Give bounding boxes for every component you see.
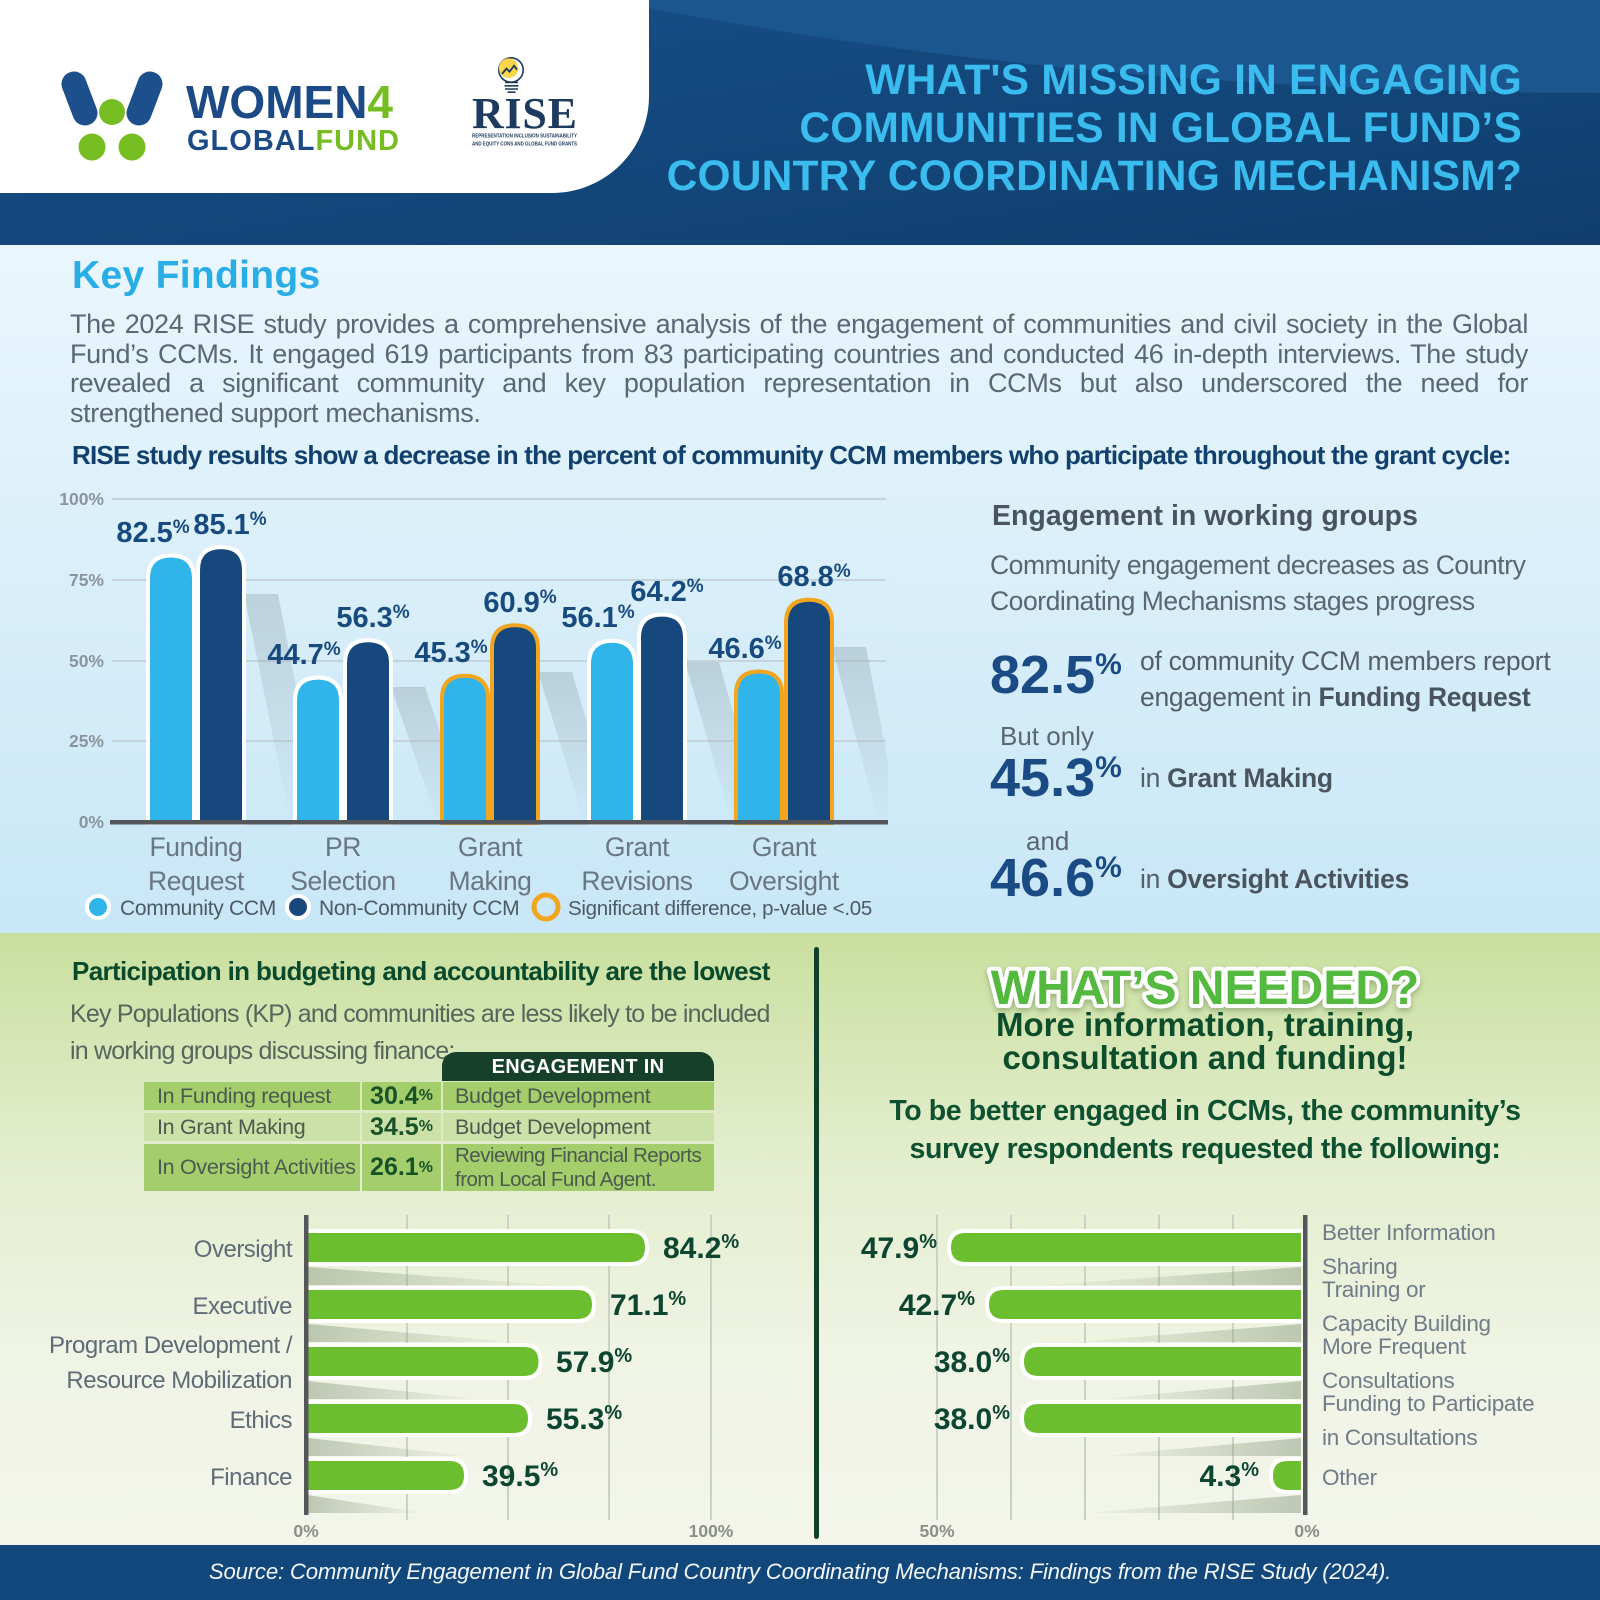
svg-text:100%: 100% [59,489,104,509]
svg-text:82.5%: 82.5% [116,517,189,549]
svg-text:AND EQUITY CONS AND GLOBAL FUN: AND EQUITY CONS AND GLOBAL FUND GRANTS [472,142,577,148]
svg-text:More Frequent: More Frequent [1322,1334,1467,1359]
svg-text:39.5%: 39.5% [482,1459,558,1493]
svg-text:38.0%: 38.0% [934,1345,1010,1379]
svg-text:Community CCM: Community CCM [120,897,276,920]
svg-text:0%: 0% [293,1521,319,1540]
svg-text:Grant: Grant [605,832,670,862]
svg-text:Executive: Executive [192,1293,292,1320]
svg-text:Selection: Selection [290,866,395,896]
svg-text:RISE: RISE [472,89,578,138]
svg-text:REPRESENTATION INCLUSION SUSTA: REPRESENTATION INCLUSION SUSTAINABILITY [472,134,577,140]
svg-text:46.6%: 46.6% [708,633,781,665]
svg-text:56.1%: 56.1% [561,602,634,634]
svg-text:Significant difference, p-valu: Significant difference, p-value <.05 [568,897,872,920]
svg-text:38.0%: 38.0% [934,1402,1010,1436]
svg-text:44.7%: 44.7% [267,639,340,671]
svg-text:55.3%: 55.3% [546,1402,622,1436]
svg-text:Resource Mobilization: Resource Mobilization [66,1367,292,1394]
svg-text:Making: Making [448,866,531,896]
svg-text:Funding: Funding [150,832,243,862]
svg-text:Capacity Building: Capacity Building [1322,1311,1491,1336]
svg-text:64.2%: 64.2% [630,576,703,608]
svg-text:Ethics: Ethics [230,1407,293,1434]
svg-text:0%: 0% [1294,1521,1320,1540]
svg-text:50%: 50% [919,1521,954,1540]
svg-text:Training or: Training or [1322,1277,1426,1302]
svg-text:Oversight: Oversight [729,866,840,896]
svg-text:Program Development /: Program Development / [49,1332,293,1359]
svg-text:Grant: Grant [752,832,817,862]
svg-text:Non-Community CCM: Non-Community CCM [319,897,519,920]
svg-text:60.9%: 60.9% [483,587,556,619]
svg-text:85.1%: 85.1% [193,509,266,541]
svg-text:42.7%: 42.7% [899,1288,975,1322]
svg-text:45.3%: 45.3% [414,637,487,669]
svg-text:WHAT’S NEEDED?: WHAT’S NEEDED? [991,962,1419,1015]
svg-text:75%: 75% [69,570,104,590]
svg-text:Better Information: Better Information [1322,1220,1495,1245]
svg-text:Request: Request [148,866,245,896]
svg-text:47.9%: 47.9% [861,1231,937,1265]
svg-text:25%: 25% [69,731,104,751]
svg-text:Other: Other [1322,1465,1378,1490]
svg-text:Oversight: Oversight [194,1236,293,1263]
svg-text:56.3%: 56.3% [336,602,409,634]
svg-text:Consultations: Consultations [1322,1368,1454,1393]
svg-text:Grant: Grant [458,832,523,862]
svg-text:4.3%: 4.3% [1199,1459,1259,1493]
svg-text:WOMEN4: WOMEN4 [186,76,393,128]
svg-text:71.1%: 71.1% [610,1288,686,1322]
svg-text:Revisions: Revisions [581,866,692,896]
svg-text:PR: PR [325,832,361,862]
svg-text:100%: 100% [689,1521,734,1540]
svg-text:68.8%: 68.8% [777,561,850,593]
svg-text:GLOBALFUND: GLOBALFUND [187,125,400,157]
svg-text:Sharing: Sharing [1322,1254,1397,1279]
svg-text:Finance: Finance [210,1464,292,1491]
svg-text:Funding to Participate: Funding to Participate [1322,1391,1534,1416]
svg-text:0%: 0% [79,812,105,832]
svg-text:57.9%: 57.9% [556,1345,632,1379]
svg-text:in Consultations: in Consultations [1322,1425,1477,1450]
svg-text:84.2%: 84.2% [663,1231,739,1265]
svg-text:50%: 50% [69,651,104,671]
